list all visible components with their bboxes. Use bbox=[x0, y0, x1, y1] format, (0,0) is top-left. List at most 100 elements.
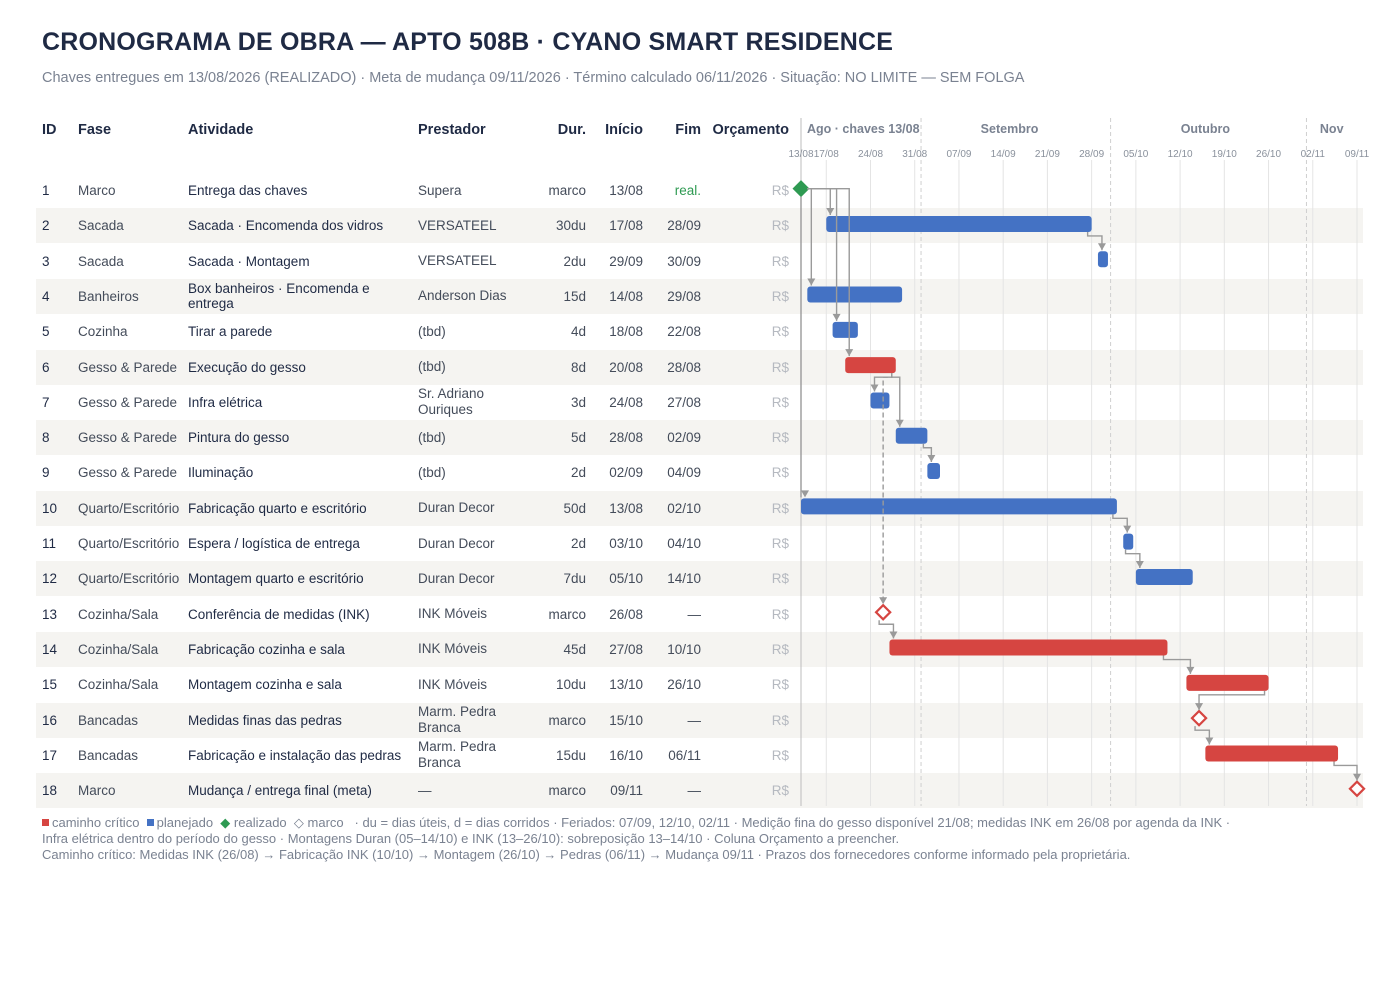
task-dur: marco bbox=[548, 606, 586, 622]
table-row bbox=[36, 349, 1363, 385]
dependency-connector bbox=[1086, 231, 1103, 251]
legend-notes-3: Caminho crítico: Medidas INK (26/08) → F… bbox=[42, 847, 1131, 862]
task-dur: 2d bbox=[570, 465, 586, 481]
task-prestador: VERSATEEL bbox=[418, 253, 497, 269]
task-inicio: 03/10 bbox=[609, 536, 643, 551]
tick-label: 28/09 bbox=[1079, 149, 1104, 160]
task-inicio: 16/10 bbox=[609, 747, 643, 763]
task-bar bbox=[832, 321, 858, 338]
task-inicio: 02/09 bbox=[609, 465, 643, 481]
dependency-connector bbox=[1112, 514, 1128, 533]
task-fase: Gesso & Parede bbox=[78, 394, 178, 410]
dependency-arrowhead bbox=[826, 207, 835, 215]
task-inicio: 09/11 bbox=[610, 783, 643, 799]
task-fim: real. bbox=[674, 183, 701, 198]
dependency-arrowhead bbox=[879, 597, 888, 605]
task-dur: 50d bbox=[563, 500, 586, 516]
task-inicio: 20/08 bbox=[609, 359, 643, 375]
dependency-connector bbox=[1194, 726, 1211, 745]
task-dur: 10du bbox=[555, 677, 586, 693]
col-header-inicio: Início bbox=[605, 122, 643, 138]
dependency-arrowhead bbox=[1353, 773, 1361, 781]
dependency-connector bbox=[1333, 761, 1358, 781]
task-atividade: Conferência de medidas (INK) bbox=[188, 606, 370, 622]
tick-label: 12/10 bbox=[1168, 149, 1193, 160]
tick-label: 09/11 bbox=[1345, 149, 1370, 160]
legend-critical-label: caminho crítico bbox=[52, 815, 140, 830]
task-id: 1 bbox=[42, 183, 50, 198]
dependency-arrowhead bbox=[832, 313, 841, 321]
task-bar bbox=[1135, 568, 1193, 585]
task-id: 2 bbox=[42, 218, 50, 234]
task-bar bbox=[845, 357, 896, 374]
task-prestador: (tbd) bbox=[418, 323, 446, 339]
task-orcamento: R$ bbox=[771, 606, 789, 622]
tick-label: 05/10 bbox=[1123, 149, 1148, 160]
legend-done-label: realizado bbox=[233, 815, 287, 830]
page-title: CRONOGRAMA DE OBRA — APTO 508B · CYANO S… bbox=[42, 28, 894, 56]
task-id: 9 bbox=[42, 465, 50, 481]
dependency-connector bbox=[1198, 690, 1266, 711]
legend-planned-label: planejado bbox=[156, 815, 214, 830]
col-header-id: ID bbox=[42, 122, 57, 138]
task-id: 16 bbox=[42, 712, 58, 728]
legend-notes-2: Infra elétrica dentro do período do gess… bbox=[42, 831, 900, 846]
task-id: 10 bbox=[42, 500, 58, 516]
task-dur: 8d bbox=[570, 359, 586, 375]
task-fase: Quarto/Escritório bbox=[78, 536, 180, 551]
task-atividade: Infra elétrica bbox=[188, 394, 263, 410]
task-bar bbox=[927, 463, 940, 480]
task-orcamento: R$ bbox=[771, 747, 789, 763]
dependency-connector bbox=[807, 187, 850, 357]
task-atividade: Montagem quarto e escritório bbox=[188, 571, 364, 587]
task-prestador: Anderson Dias bbox=[418, 288, 507, 304]
task-orcamento: R$ bbox=[771, 253, 789, 269]
col-header-fim: Fim bbox=[675, 122, 701, 138]
task-bar bbox=[895, 427, 928, 444]
task-fase: Quarto/Escritório bbox=[78, 571, 180, 587]
table-row bbox=[36, 702, 1363, 738]
task-fase: Quarto/Escritório bbox=[78, 500, 180, 516]
task-orcamento: R$ bbox=[771, 430, 789, 446]
task-orcamento: R$ bbox=[771, 324, 789, 340]
task-inicio: 26/08 bbox=[609, 606, 643, 622]
task-prestador: Duran Decor bbox=[418, 500, 495, 516]
task-orcamento: R$ bbox=[771, 571, 789, 587]
legend-milestone-icon: ◇ bbox=[293, 815, 304, 830]
tick-label: 19/10 bbox=[1212, 149, 1237, 160]
task-dur: 5d bbox=[570, 430, 586, 446]
dependency-connector bbox=[807, 187, 813, 286]
col-header-prestador: Prestador bbox=[418, 122, 486, 138]
task-prestador: (tbd) bbox=[418, 359, 446, 374]
tick-label: 21/09 bbox=[1035, 149, 1060, 160]
task-inicio: 27/08 bbox=[609, 641, 643, 657]
tick-label: 26/10 bbox=[1256, 149, 1281, 160]
task-fase: Banheiros bbox=[78, 288, 139, 304]
tick-label: 13/08 bbox=[788, 149, 813, 160]
task-id: 15 bbox=[42, 677, 58, 693]
task-orcamento: R$ bbox=[771, 183, 789, 198]
legend-notes-1: · du = dias úteis, d = dias corridos · F… bbox=[354, 815, 1231, 830]
task-bar bbox=[807, 286, 903, 303]
task-prestador: Supera bbox=[418, 182, 462, 198]
legend-done-icon: ◆ bbox=[220, 815, 231, 830]
task-prestador: — bbox=[418, 782, 432, 798]
dependency-arrowhead bbox=[1195, 703, 1204, 711]
task-atividade: Iluminação bbox=[188, 465, 254, 481]
task-fim: 28/08 bbox=[667, 359, 701, 375]
col-header-atividade: Atividade bbox=[188, 122, 254, 138]
table-row bbox=[36, 490, 1363, 526]
dependency-arrowhead bbox=[870, 384, 879, 392]
task-orcamento: R$ bbox=[771, 783, 789, 799]
task-dur: marco bbox=[548, 712, 586, 728]
task-bar bbox=[1123, 533, 1134, 550]
milestone-marker bbox=[1190, 709, 1208, 727]
task-inicio: 05/10 bbox=[609, 571, 643, 587]
task-atividade: Montagem cozinha e sala bbox=[188, 677, 342, 693]
task-fim: — bbox=[687, 712, 702, 728]
dependency-arrowhead bbox=[927, 455, 936, 463]
task-inicio: 29/09 bbox=[609, 253, 643, 269]
task-id: 6 bbox=[42, 359, 50, 375]
task-fase: Marco bbox=[78, 183, 116, 198]
